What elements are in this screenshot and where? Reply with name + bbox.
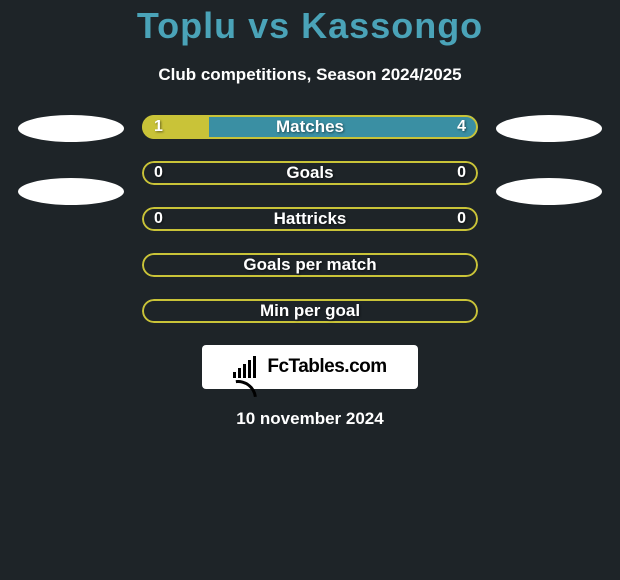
source-logo: FcTables.com xyxy=(202,345,418,389)
stat-label: Matches xyxy=(276,117,344,137)
stat-value-left: 1 xyxy=(154,118,163,136)
logo-text: FcTables.com xyxy=(267,356,386,378)
stat-value-right: 0 xyxy=(457,164,466,182)
stat-value-right: 0 xyxy=(457,210,466,228)
stat-bar: Min per goal xyxy=(142,299,478,323)
logo-chart-icon xyxy=(233,356,263,378)
stat-label: Hattricks xyxy=(274,209,347,229)
stat-value-right: 4 xyxy=(457,118,466,136)
stat-label: Goals per match xyxy=(243,255,376,275)
stats-comparison-card: Toplu vs Kassongo Club competitions, Sea… xyxy=(0,0,620,580)
subtitle: Club competitions, Season 2024/2025 xyxy=(0,65,620,85)
stat-bar: 0 0 Goals xyxy=(142,161,478,185)
player-marker-left xyxy=(18,178,124,205)
stat-bar: 0 0 Hattricks xyxy=(142,207,478,231)
right-markers-col xyxy=(496,115,602,205)
left-markers-col xyxy=(18,115,124,205)
stat-label: Goals xyxy=(286,163,333,183)
stat-bars-col: 1 4 Matches 0 0 Goals 0 0 Hattricks Goals per mat… xyxy=(142,115,478,323)
stat-value-left: 0 xyxy=(154,164,163,182)
stat-value-left: 0 xyxy=(154,210,163,228)
player-marker-right xyxy=(496,178,602,205)
date-line: 10 november 2024 xyxy=(0,409,620,429)
stat-bar: 1 4 Matches xyxy=(142,115,478,139)
stat-label: Min per goal xyxy=(260,301,360,321)
page-title: Toplu vs Kassongo xyxy=(0,5,620,47)
player-marker-right xyxy=(496,115,602,142)
stat-bar: Goals per match xyxy=(142,253,478,277)
bar-fill-left xyxy=(142,115,209,139)
player-marker-left xyxy=(18,115,124,142)
stats-area: 1 4 Matches 0 0 Goals 0 0 Hattricks Goals per mat… xyxy=(0,115,620,323)
